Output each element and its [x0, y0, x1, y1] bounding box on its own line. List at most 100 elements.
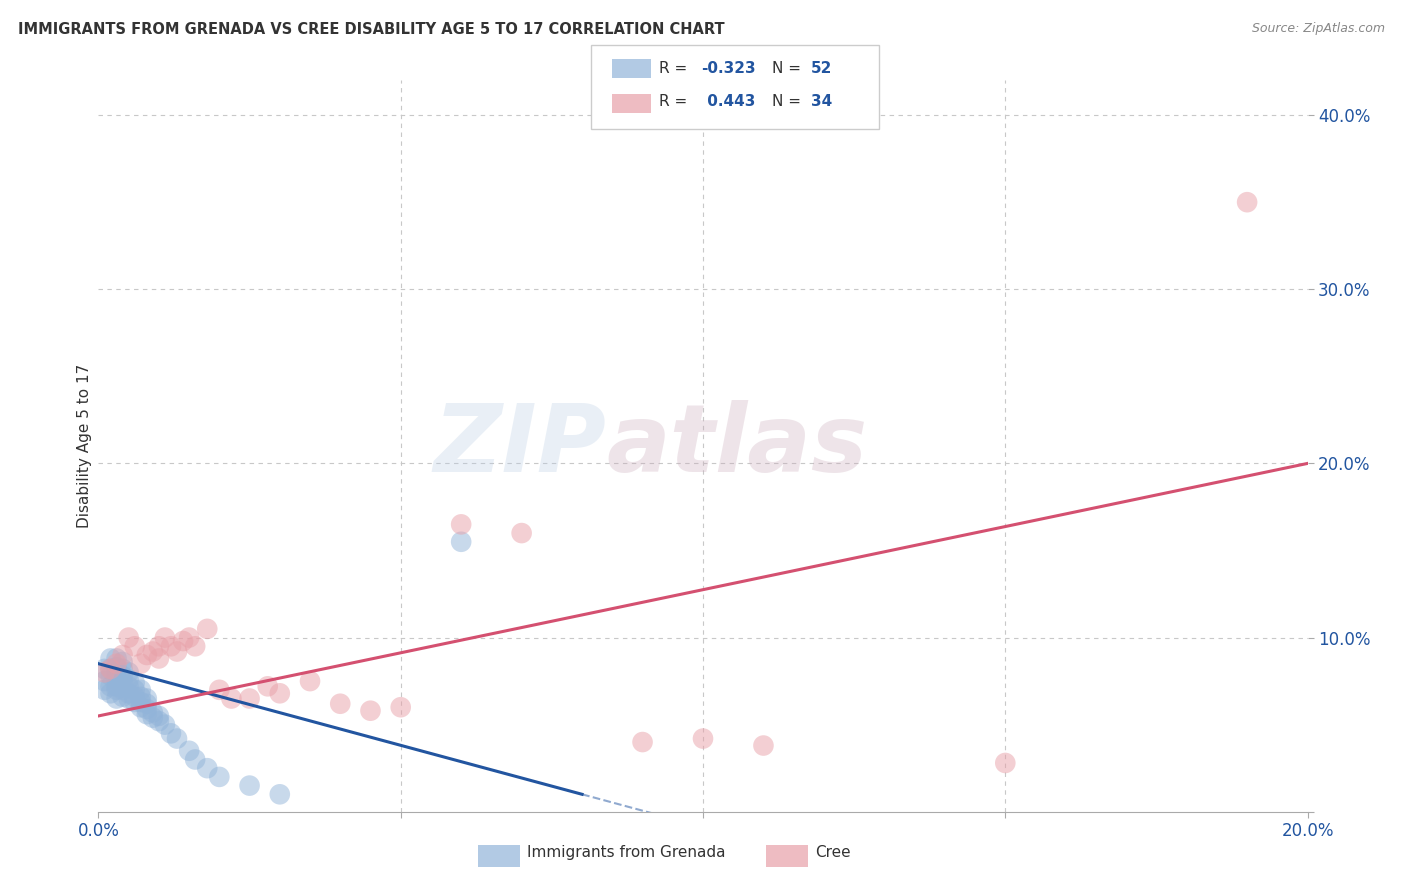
Point [105, 660, 128, 674]
Point [111, 648, 134, 662]
Point [105, 651, 128, 665]
Point [153, 717, 176, 731]
Point [166, 731, 188, 746]
Point [450, 534, 472, 549]
Point [148, 714, 170, 728]
Point [135, 648, 157, 662]
Point [148, 651, 170, 665]
Text: 0.443: 0.443 [702, 94, 755, 109]
Point [105, 657, 128, 671]
Point [105, 679, 128, 693]
Point [179, 631, 201, 645]
Point [631, 735, 654, 749]
Point [100, 662, 122, 676]
Point [172, 634, 194, 648]
Point [148, 709, 170, 723]
Point [118, 673, 141, 687]
Point [195, 622, 218, 636]
Point [208, 770, 231, 784]
Point [111, 669, 134, 683]
Point [135, 697, 157, 711]
Point [269, 686, 291, 700]
Point [100, 679, 122, 693]
Point [124, 676, 146, 690]
Point [208, 682, 231, 697]
Point [184, 752, 207, 766]
Point [142, 706, 165, 720]
Point [142, 711, 165, 725]
Point [100, 669, 122, 683]
Text: IMMIGRANTS FROM GRENADA VS CREE DISABILITY AGE 5 TO 17 CORRELATION CHART: IMMIGRANTS FROM GRENADA VS CREE DISABILI… [18, 22, 725, 37]
Point [124, 682, 146, 697]
Text: 52: 52 [811, 61, 832, 76]
Point [93, 674, 115, 689]
Text: Cree: Cree [815, 845, 851, 860]
Point [111, 674, 134, 689]
Point [135, 691, 157, 706]
Point [129, 682, 152, 697]
Text: N =: N = [772, 61, 806, 76]
Point [160, 726, 183, 740]
Point [994, 756, 1017, 770]
Point [389, 700, 412, 714]
Text: ZIP: ZIP [433, 400, 606, 492]
Point [100, 686, 122, 700]
Point [148, 640, 170, 654]
Point [93, 662, 115, 676]
Text: R =: R = [659, 94, 693, 109]
Point [299, 674, 322, 689]
Point [1236, 195, 1258, 210]
Text: -0.323: -0.323 [702, 61, 756, 76]
Point [329, 697, 352, 711]
Point [752, 739, 775, 753]
Point [129, 657, 152, 671]
Point [135, 707, 157, 722]
Point [239, 779, 262, 793]
Point [111, 662, 134, 676]
Point [118, 691, 141, 706]
Point [93, 682, 115, 697]
Point [111, 682, 134, 697]
Point [195, 761, 218, 775]
Point [118, 686, 141, 700]
Text: N =: N = [772, 94, 806, 109]
Point [153, 631, 176, 645]
Point [221, 691, 243, 706]
Text: Immigrants from Grenada: Immigrants from Grenada [527, 845, 725, 860]
Point [118, 631, 141, 645]
Point [239, 691, 262, 706]
Point [111, 690, 134, 704]
Point [105, 682, 128, 697]
Point [166, 644, 188, 658]
Point [160, 640, 183, 654]
Point [256, 679, 278, 693]
Text: R =: R = [659, 61, 693, 76]
Point [105, 673, 128, 687]
Point [100, 651, 122, 665]
Point [184, 640, 207, 654]
Point [179, 744, 201, 758]
Point [692, 731, 714, 746]
Text: Source: ZipAtlas.com: Source: ZipAtlas.com [1251, 22, 1385, 36]
Text: 34: 34 [811, 94, 832, 109]
Point [111, 655, 134, 669]
Point [93, 665, 115, 680]
Y-axis label: Disability Age 5 to 17: Disability Age 5 to 17 [77, 364, 91, 528]
Point [105, 691, 128, 706]
Point [450, 517, 472, 532]
Point [135, 702, 157, 716]
Point [118, 665, 141, 680]
Point [105, 665, 128, 680]
Point [142, 644, 165, 658]
Point [118, 679, 141, 693]
Point [124, 690, 146, 704]
Point [129, 690, 152, 704]
Point [510, 526, 533, 541]
Point [100, 662, 122, 676]
Point [269, 787, 291, 801]
Point [124, 695, 146, 709]
Point [129, 695, 152, 709]
Point [129, 700, 152, 714]
Point [124, 640, 146, 654]
Point [360, 704, 382, 718]
